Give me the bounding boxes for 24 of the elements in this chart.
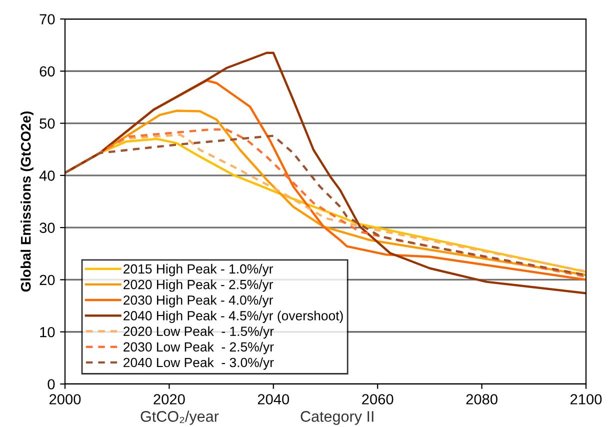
y-axis-title: Global Emissions (GtCO2e) [20, 112, 34, 292]
legend-label: 2020 High Peak - 2.5%/yr [124, 280, 274, 292]
legend-label: 2030 High Peak - 4.0%/yr [124, 295, 274, 308]
x-tick-label: 2100 [570, 394, 602, 404]
y-tick-label: 50 [40, 118, 55, 129]
legend-label: 2040 Low Peak - 3.0%/yr [124, 357, 274, 370]
text: GtCO₂/year [140, 410, 219, 425]
y-tick-label: 60 [40, 66, 55, 77]
y-tick-label: 10 [40, 326, 55, 338]
legend-label: 2015 High Peak - 1.0%/yr [124, 264, 274, 276]
y-tick-label: 20 [40, 274, 55, 286]
y-tick-label: 40 [39, 170, 55, 181]
x-tick-label: 2040 [258, 394, 290, 404]
y-tick-label: 0 [48, 379, 55, 390]
x-tick-label: 2000 [50, 394, 81, 404]
legend-label: 2040 High Peak - 4.5%/yr (overshoot) [124, 310, 343, 323]
legend-label: 2020 Low Peak - 1.5%/yr [124, 326, 274, 339]
text: Category II [300, 411, 374, 425]
y-tick-label: 70 [40, 14, 55, 24]
x-tick-label: 2080 [466, 394, 498, 404]
x-tick-label: 2060 [362, 394, 394, 404]
x-tick-label: 2020 [154, 394, 185, 404]
y-tick-label: 30 [40, 222, 55, 233]
legend-label: 2030 Low Peak - 2.5%/yr [124, 342, 274, 354]
